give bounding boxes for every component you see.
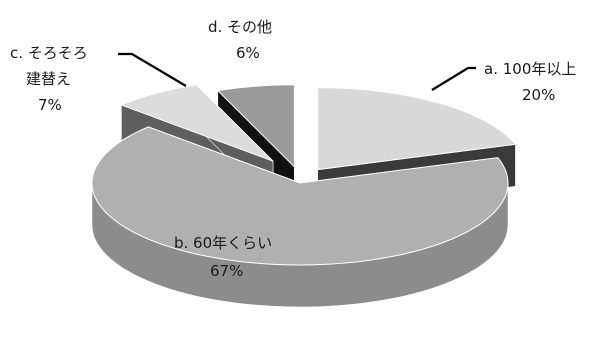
slice-c-top bbox=[120, 84, 274, 162]
slice-d-top bbox=[216, 84, 295, 168]
slice-b-top bbox=[91, 126, 509, 266]
label-b: b. 60年くらい bbox=[174, 234, 272, 252]
label-c-line1: c. そろそろ bbox=[10, 44, 88, 62]
percent-a: 20% bbox=[522, 86, 555, 104]
percent-d: 6% bbox=[236, 44, 260, 62]
slice-b bbox=[91, 126, 509, 308]
percent-b: 67% bbox=[210, 262, 243, 280]
leader-line-a bbox=[431, 66, 476, 91]
label-a: a. 100年以上 bbox=[484, 60, 576, 78]
leader-line-c bbox=[118, 52, 187, 87]
slice-a-top bbox=[317, 87, 517, 171]
percent-c: 7% bbox=[38, 96, 62, 114]
label-d: d. その他 bbox=[208, 18, 272, 36]
pie-slices bbox=[91, 84, 517, 308]
label-c-line2: 建替え bbox=[26, 70, 71, 88]
